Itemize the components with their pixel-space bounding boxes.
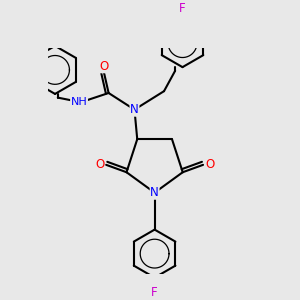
Text: F: F	[179, 2, 186, 14]
Text: O: O	[99, 60, 109, 73]
Text: O: O	[205, 158, 214, 171]
Text: F: F	[151, 286, 158, 299]
Text: N: N	[150, 186, 159, 199]
Text: NH: NH	[71, 97, 87, 107]
Text: O: O	[95, 158, 104, 171]
Text: N: N	[130, 103, 139, 116]
